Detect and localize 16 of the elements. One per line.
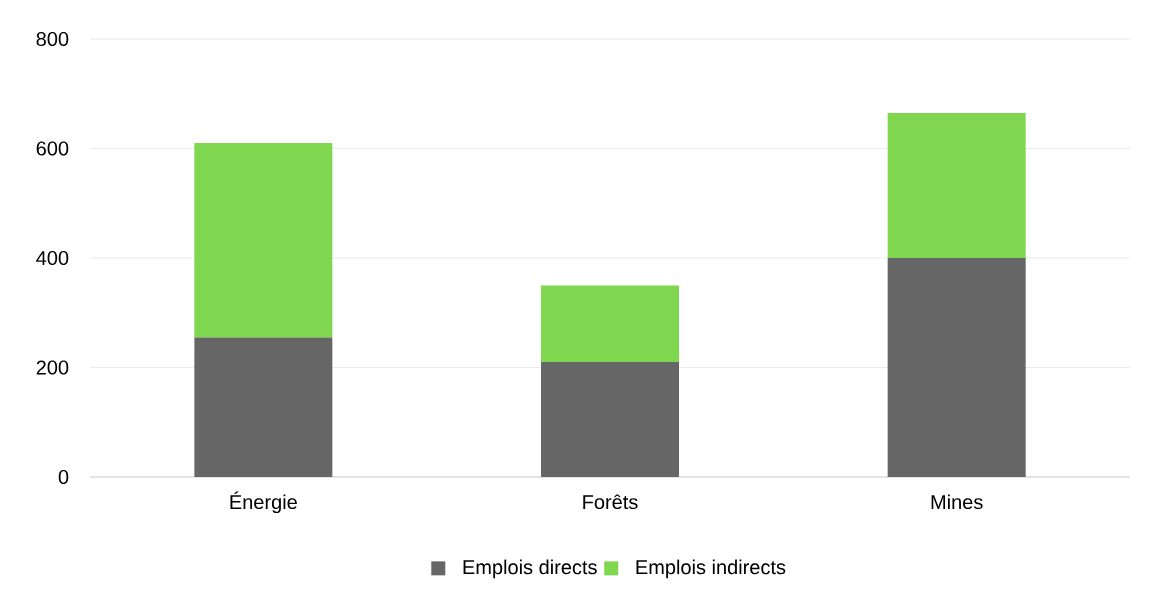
x-tick-label: Forêts: [583, 494, 638, 510]
y-tick-label: 600: [36, 141, 69, 156]
legend-label: Emplois directs: [463, 559, 597, 579]
y-tick-label: 200: [36, 360, 69, 375]
y-tick-label: 800: [36, 31, 69, 47]
bar: [887, 258, 1026, 477]
bar: [541, 362, 679, 477]
bar: [887, 112, 1026, 258]
y-tick-label: 400: [36, 250, 69, 266]
bar: [194, 337, 333, 477]
y-tick-label: 0: [58, 469, 69, 485]
bar: [541, 285, 679, 363]
bar: [194, 143, 333, 338]
x-tick-label: Énergie: [230, 491, 297, 514]
x-tick-label: Mines: [931, 494, 983, 510]
legend-label: Emplois indirects: [636, 559, 786, 579]
